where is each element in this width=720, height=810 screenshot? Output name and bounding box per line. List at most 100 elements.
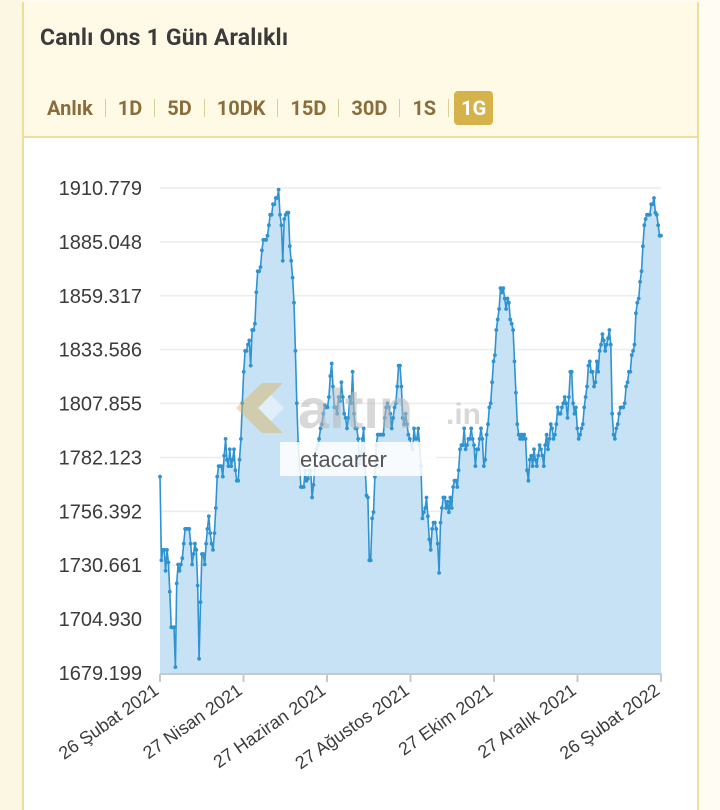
data-point [579, 426, 584, 431]
data-point [388, 411, 393, 416]
y-tick-label: 1756.392 [59, 501, 142, 523]
data-point [533, 457, 538, 462]
data-point [427, 537, 432, 542]
data-point [240, 401, 245, 406]
data-point [631, 349, 635, 353]
data-point [472, 443, 476, 447]
data-point [426, 514, 430, 519]
data-point [536, 453, 541, 458]
tab-1g[interactable]: 1G [454, 91, 494, 125]
data-point [507, 300, 511, 305]
data-point [607, 328, 612, 332]
data-point [424, 495, 429, 500]
data-point [387, 405, 391, 410]
data-point [279, 223, 284, 228]
data-point [173, 665, 178, 669]
data-point [179, 562, 183, 567]
tab-30d[interactable]: 30D [351, 96, 388, 120]
data-point [610, 411, 615, 416]
data-point [311, 483, 316, 487]
data-point [172, 625, 176, 630]
data-point [188, 541, 193, 546]
data-point [483, 457, 488, 462]
data-point [641, 244, 645, 249]
data-point [385, 401, 390, 406]
y-tick-label: 1910.779 [59, 178, 142, 200]
data-point [632, 342, 637, 347]
data-point [547, 437, 552, 441]
data-point [587, 359, 592, 364]
data-point [652, 196, 656, 200]
data-point [208, 531, 213, 535]
tab-10dk[interactable]: 10DK [216, 96, 266, 120]
data-point [511, 328, 515, 332]
data-point [201, 552, 206, 556]
data-point [608, 342, 613, 347]
data-point [479, 426, 483, 431]
data-point [469, 426, 474, 431]
data-point [292, 300, 296, 305]
y-tick-label: 1679.199 [59, 663, 142, 685]
data-point [575, 426, 580, 431]
price-area [158, 187, 663, 673]
data-point [294, 401, 299, 406]
tab-1d[interactable]: 1D [117, 96, 143, 120]
watermark-logo-icon [236, 383, 284, 433]
data-point [534, 464, 539, 468]
data-point [382, 416, 387, 420]
data-point [260, 248, 264, 253]
data-point [498, 286, 503, 290]
data-point [398, 363, 402, 368]
tab-divider [399, 99, 401, 117]
data-point [267, 223, 271, 228]
data-point [290, 275, 295, 280]
tab-15d[interactable]: 15D [290, 96, 327, 120]
data-point [480, 437, 485, 441]
data-point [253, 321, 257, 326]
data-point [241, 369, 246, 374]
data-point [525, 468, 529, 473]
data-point [465, 443, 469, 447]
data-point [613, 437, 617, 441]
data-point [392, 405, 397, 410]
data-point [248, 363, 253, 368]
data-point [434, 527, 439, 531]
data-point [572, 411, 577, 416]
y-tick-label: 1859.317 [59, 286, 142, 308]
data-point [276, 187, 281, 192]
watermark-user: etacarter [300, 447, 387, 472]
data-point [306, 476, 310, 481]
data-point [487, 405, 492, 410]
data-point [505, 296, 510, 301]
data-point [491, 359, 496, 364]
data-point [494, 328, 499, 332]
data-point [433, 520, 437, 525]
data-point [582, 405, 587, 410]
y-tick-label: 1833.586 [59, 340, 142, 362]
data-point [366, 495, 370, 500]
data-point [537, 443, 542, 447]
tab-anlik[interactable]: Anlık [47, 96, 93, 120]
data-point [368, 558, 373, 563]
data-point [361, 426, 366, 431]
tab-1s[interactable]: 1S [412, 96, 437, 120]
data-point [282, 217, 287, 221]
data-point [158, 474, 162, 479]
data-point [407, 437, 412, 441]
data-point [624, 384, 628, 389]
data-point [440, 506, 444, 510]
data-point [455, 485, 460, 489]
data-point [232, 447, 236, 452]
data-point [454, 478, 458, 483]
data-point [596, 369, 601, 374]
data-point [391, 416, 395, 420]
data-point [346, 416, 351, 420]
data-point [576, 437, 581, 441]
data-point [550, 426, 554, 431]
data-point [325, 405, 330, 410]
data-point [327, 395, 331, 399]
tab-5d[interactable]: 5D [167, 96, 192, 120]
data-point [551, 437, 556, 441]
data-point [561, 401, 566, 406]
